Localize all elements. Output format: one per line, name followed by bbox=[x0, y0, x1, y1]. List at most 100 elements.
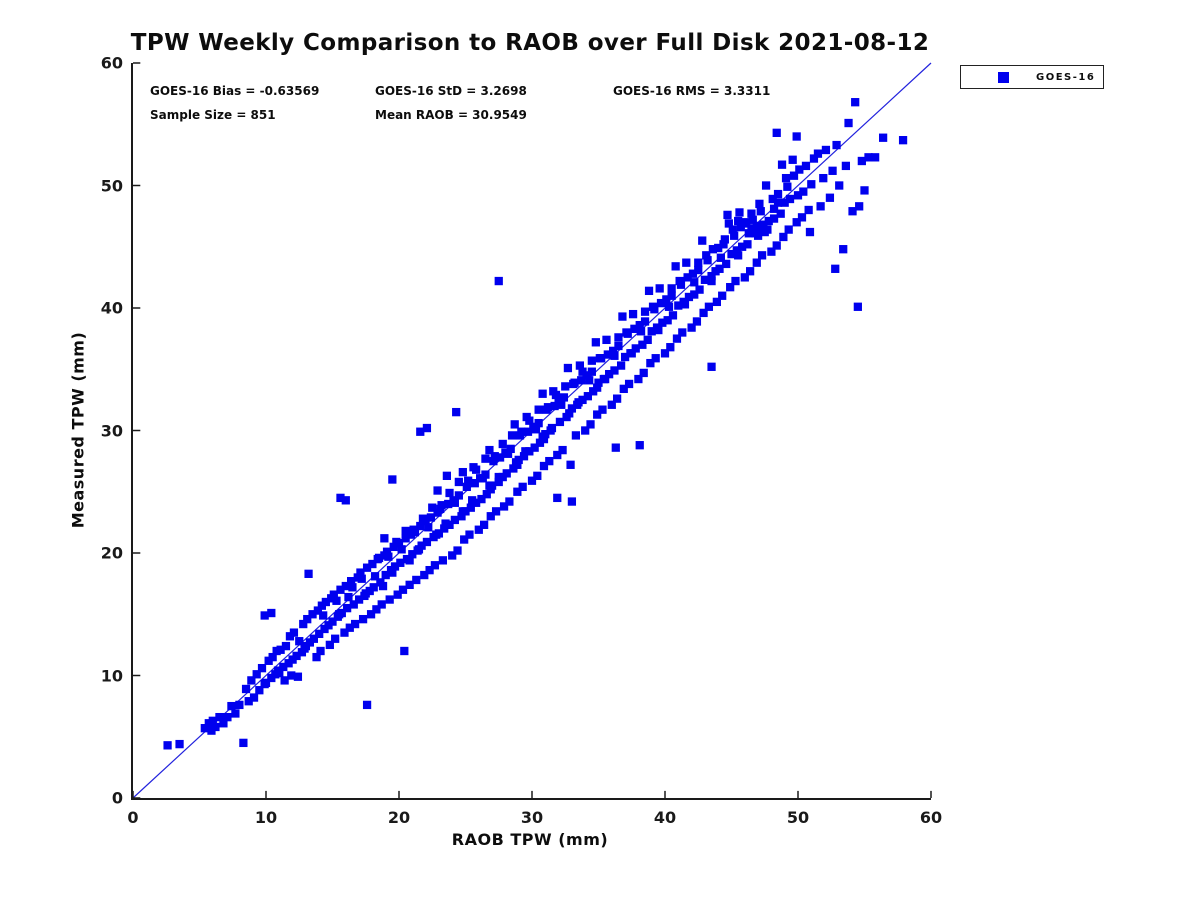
scatter-point bbox=[362, 700, 372, 710]
scatter-point bbox=[502, 469, 511, 478]
scatter-point bbox=[731, 276, 740, 286]
scatter-point bbox=[644, 286, 654, 296]
scatter-point bbox=[660, 349, 670, 358]
stat-bias: GOES-16 Bias = -0.63569 bbox=[150, 84, 320, 98]
scatter-point bbox=[275, 668, 284, 678]
scatter-point bbox=[531, 425, 541, 434]
scatter-point bbox=[235, 700, 244, 710]
scatter-point bbox=[779, 232, 788, 242]
scatter-point bbox=[454, 491, 463, 500]
scatter-point bbox=[241, 684, 251, 694]
scatter-point bbox=[494, 477, 503, 487]
scatter-point bbox=[414, 545, 424, 554]
scatter-point bbox=[692, 317, 702, 326]
scatter-point bbox=[346, 577, 356, 586]
scatter-point bbox=[405, 580, 414, 590]
legend-box: GOES-16 bbox=[960, 65, 1104, 89]
scatter-point bbox=[780, 198, 789, 207]
scatter-point bbox=[727, 249, 736, 259]
scatter-point bbox=[543, 403, 553, 412]
x-tick-label: 10 bbox=[254, 808, 278, 827]
scatter-point bbox=[841, 161, 851, 171]
scatter-point bbox=[398, 585, 408, 594]
x-tick-label: 0 bbox=[127, 808, 139, 827]
scatter-point bbox=[575, 361, 585, 370]
scatter-point bbox=[687, 323, 696, 332]
scatter-point bbox=[769, 214, 779, 223]
scatter-point bbox=[335, 610, 344, 619]
scatter-point bbox=[523, 427, 533, 436]
legend-label: GOES-16 bbox=[1036, 71, 1096, 83]
scatter-point bbox=[430, 561, 440, 570]
scatter-point bbox=[468, 496, 477, 505]
scatter-point bbox=[567, 404, 577, 413]
scatter-point bbox=[441, 519, 450, 528]
scatter-point bbox=[565, 409, 574, 418]
scatter-point bbox=[477, 494, 486, 504]
scatter-point bbox=[268, 652, 277, 662]
scatter-point bbox=[489, 456, 498, 466]
scatter-point bbox=[530, 443, 539, 452]
scatter-point bbox=[377, 600, 386, 609]
scatter-point bbox=[819, 173, 828, 183]
scatter-point bbox=[485, 481, 494, 490]
scatter-point bbox=[610, 366, 619, 375]
scatter-point bbox=[734, 251, 743, 260]
scatter-point bbox=[445, 488, 454, 498]
scatter-point bbox=[776, 209, 785, 218]
scatter-point bbox=[460, 535, 469, 544]
scatter-point bbox=[662, 295, 671, 304]
scatter-point bbox=[503, 449, 513, 458]
scatter-point bbox=[312, 652, 321, 662]
scatter-point bbox=[878, 133, 888, 142]
scatter-point bbox=[464, 476, 473, 485]
scatter-point bbox=[668, 311, 678, 320]
scatter-point bbox=[716, 253, 725, 262]
scatter-point bbox=[424, 523, 433, 532]
scatter-point bbox=[348, 583, 357, 592]
scatter-point bbox=[674, 301, 683, 310]
scatter-point bbox=[219, 719, 228, 728]
scatter-point bbox=[602, 335, 611, 345]
scatter-point bbox=[505, 497, 514, 506]
scatter-point bbox=[898, 136, 908, 145]
y-tick-label: 20 bbox=[100, 543, 123, 563]
scatter-point bbox=[309, 634, 319, 643]
chart-title: TPW Weekly Comparison to RAOB over Full … bbox=[130, 30, 930, 56]
scatter-point bbox=[506, 444, 515, 454]
scatter-point bbox=[432, 530, 441, 539]
scatter-point bbox=[831, 264, 840, 273]
x-tick-label: 50 bbox=[786, 808, 810, 827]
scatter-point bbox=[614, 341, 623, 351]
scatter-point bbox=[494, 472, 503, 482]
scatter-point bbox=[239, 738, 248, 748]
scatter-point bbox=[261, 678, 271, 688]
scatter-point bbox=[597, 354, 606, 363]
scatter-point bbox=[598, 405, 607, 414]
scatter-point bbox=[726, 283, 735, 292]
scatter-point bbox=[694, 258, 703, 267]
scatter-point bbox=[740, 273, 749, 282]
y-tick-label: 50 bbox=[100, 176, 123, 195]
scatter-point bbox=[325, 640, 334, 650]
scatter-point bbox=[299, 619, 308, 629]
scatter-point bbox=[494, 276, 503, 286]
scatter-point bbox=[640, 317, 650, 326]
scatter-point bbox=[707, 276, 716, 286]
x-tick-label: 30 bbox=[520, 808, 544, 827]
scatter-point bbox=[482, 490, 491, 499]
scatter-point bbox=[479, 520, 489, 529]
scatter-point bbox=[719, 240, 728, 249]
scatter-point bbox=[623, 329, 632, 338]
scatter-point bbox=[287, 671, 296, 680]
scatter-point bbox=[785, 194, 795, 204]
scatter-point bbox=[465, 530, 474, 539]
scatter-point bbox=[753, 231, 763, 240]
scatter-point bbox=[792, 218, 801, 227]
scatter-point bbox=[361, 589, 370, 598]
scatter-point bbox=[175, 739, 184, 749]
scatter-point bbox=[753, 224, 763, 233]
scatter-point bbox=[457, 512, 466, 521]
scatter-point bbox=[607, 400, 616, 409]
